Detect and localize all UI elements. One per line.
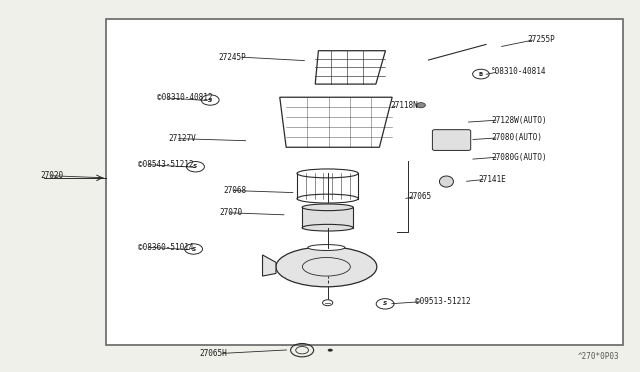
Text: 27127V: 27127V <box>168 134 196 143</box>
Ellipse shape <box>302 204 353 211</box>
Text: 27068: 27068 <box>223 186 246 195</box>
Text: 27070: 27070 <box>219 208 242 217</box>
Ellipse shape <box>308 244 345 250</box>
Polygon shape <box>262 255 276 276</box>
Bar <box>302 207 353 228</box>
Text: S: S <box>208 97 212 103</box>
Circle shape <box>417 103 426 108</box>
Text: 27255P: 27255P <box>527 35 556 44</box>
Ellipse shape <box>302 224 353 231</box>
Text: 27118N: 27118N <box>390 101 418 110</box>
Text: B: B <box>479 71 483 77</box>
Text: 27080(AUTO): 27080(AUTO) <box>491 133 542 142</box>
Text: 27080G(AUTO): 27080G(AUTO) <box>491 153 547 161</box>
Text: S: S <box>191 247 196 251</box>
Text: ^270*0P03: ^270*0P03 <box>577 352 619 361</box>
Text: 27141E: 27141E <box>478 175 506 184</box>
Circle shape <box>323 300 333 306</box>
Text: 27245P: 27245P <box>219 52 246 61</box>
Text: °08310-40814: °08310-40814 <box>491 67 547 76</box>
Text: 27065: 27065 <box>408 192 431 201</box>
Text: 27020: 27020 <box>40 171 63 180</box>
Text: S: S <box>383 301 387 307</box>
Circle shape <box>328 349 333 352</box>
Ellipse shape <box>440 176 454 187</box>
Text: ©08543-51212: ©08543-51212 <box>138 160 193 169</box>
Text: S: S <box>193 164 198 169</box>
Text: ©09513-51212: ©09513-51212 <box>415 297 470 306</box>
Text: 27128W(AUTO): 27128W(AUTO) <box>491 116 547 125</box>
Ellipse shape <box>276 247 377 287</box>
FancyBboxPatch shape <box>106 19 623 345</box>
Text: 27065H: 27065H <box>200 349 227 358</box>
Text: ©08360-51014: ©08360-51014 <box>138 243 193 251</box>
FancyBboxPatch shape <box>433 130 470 150</box>
Text: ©08310-40812: ©08310-40812 <box>157 93 212 102</box>
